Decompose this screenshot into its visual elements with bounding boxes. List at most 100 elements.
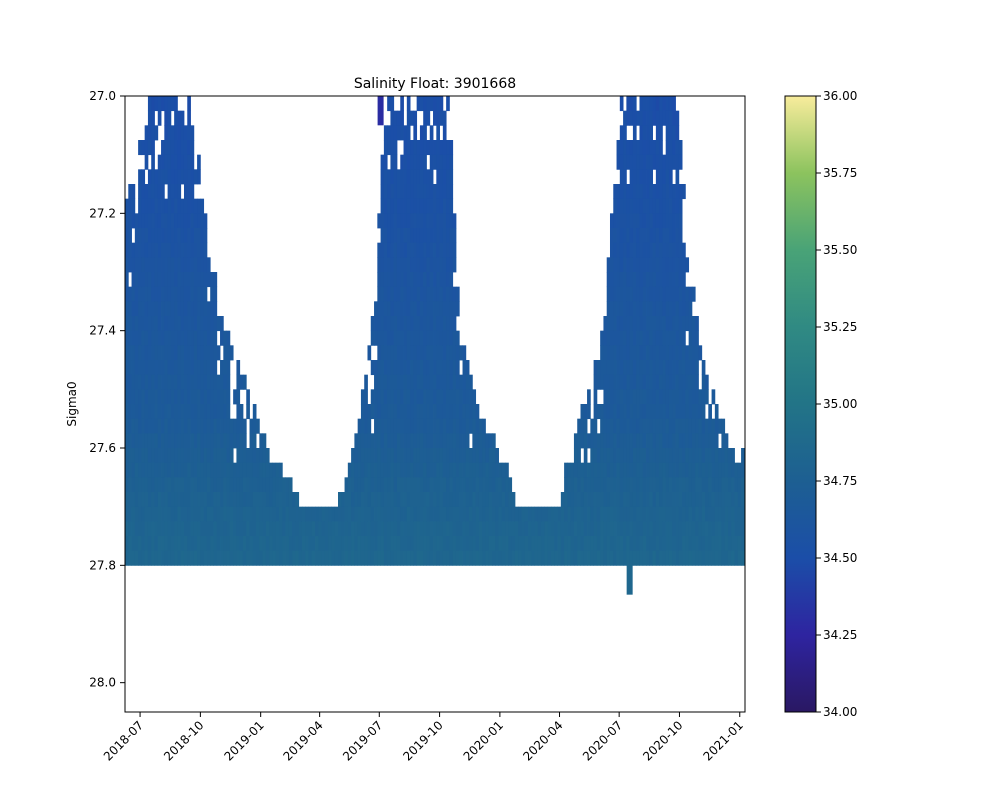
heatmap-cell [371,477,375,492]
heatmap-cell [679,551,683,566]
heatmap-cell [381,536,385,551]
heatmap-cell [132,448,136,463]
heatmap-cell [623,301,627,316]
heatmap-cell [426,96,430,111]
heatmap-cell [499,507,503,522]
heatmap-cell [731,448,735,463]
heatmap-cell [469,536,473,551]
heatmap-cell [738,521,742,536]
heatmap-cell [161,96,165,111]
heatmap-cell [449,213,453,228]
heatmap-cell [410,375,414,390]
heatmap-cell [200,448,204,463]
heatmap-cell [594,536,598,551]
heatmap-cell [220,463,224,478]
heatmap-cell [610,551,614,566]
heatmap-cell [607,389,611,404]
heatmap-cell [151,140,155,155]
heatmap-cell [531,551,535,566]
heatmap-cell [433,433,437,448]
heatmap-cell [394,448,398,463]
heatmap-cell [446,184,450,199]
heatmap-cell [194,536,198,551]
heatmap-cell [223,463,227,478]
heatmap-cell [309,507,313,522]
heatmap-cell [587,521,591,536]
heatmap-cell [695,477,699,492]
heatmap-cell [603,331,607,346]
heatmap-cell [613,345,617,360]
heatmap-cell [649,360,653,375]
heatmap-cell [174,463,178,478]
heatmap-cell [656,257,660,272]
heatmap-cell [659,389,663,404]
heatmap-cell [426,433,430,448]
heatmap-cell [633,272,637,287]
heatmap-cell [377,272,381,287]
heatmap-cell [603,448,607,463]
heatmap-cell [148,287,152,302]
heatmap-cell [708,404,712,419]
heatmap-cell [698,536,702,551]
heatmap-cell [453,419,457,434]
heatmap-cell [354,477,358,492]
heatmap-cell [367,477,371,492]
heatmap-cell [620,140,624,155]
heatmap-cell [177,111,181,126]
heatmap-cell [600,433,604,448]
heatmap-cell [695,551,699,566]
heatmap-cell [135,521,139,536]
heatmap-cell [220,477,224,492]
heatmap-cell [161,199,165,214]
heatmap-cell [250,551,254,566]
heatmap-cell [499,551,503,566]
heatmap-cell [204,463,208,478]
heatmap-cell [168,477,172,492]
heatmap-cell [207,419,211,434]
heatmap-cell [695,521,699,536]
heatmap-cell [240,375,244,390]
heatmap-cell [426,316,430,331]
heatmap-cell [177,375,181,390]
heatmap-cell [154,345,158,360]
heatmap-cell [145,243,149,258]
heatmap-cell [682,272,686,287]
heatmap-cell [505,492,509,507]
heatmap-cell [141,228,145,243]
heatmap-cell [358,477,362,492]
chart-title: Salinity Float: 3901668 [354,76,516,92]
heatmap-cell [430,155,434,170]
heatmap-cell [577,551,581,566]
heatmap-cell [197,389,201,404]
heatmap-cell [174,433,178,448]
heatmap-cell [410,448,414,463]
heatmap-cell [204,360,208,375]
heatmap-cell [692,433,696,448]
heatmap-cell [210,272,214,287]
heatmap-cell [430,507,434,522]
heatmap-cell [485,477,489,492]
heatmap-cell [128,331,132,346]
heatmap-cell [656,316,660,331]
heatmap-cell [174,228,178,243]
heatmap-cell [325,536,329,551]
heatmap-cell [381,257,385,272]
heatmap-cell [702,375,706,390]
heatmap-cell [436,448,440,463]
heatmap-cell [567,463,571,478]
heatmap-cell [666,448,670,463]
heatmap-cell [603,389,607,404]
heatmap-cell [666,301,670,316]
heatmap-cell [459,345,463,360]
heatmap-cell [387,272,391,287]
heatmap-cell [184,213,188,228]
heatmap-cell [594,551,598,566]
heatmap-cell [623,331,627,346]
heatmap-cell [390,345,394,360]
heatmap-cell [679,243,683,258]
heatmap-cell [200,536,204,551]
heatmap-cell [633,316,637,331]
heatmap-cell [236,521,240,536]
heatmap-cell [639,536,643,551]
heatmap-cell [200,272,204,287]
